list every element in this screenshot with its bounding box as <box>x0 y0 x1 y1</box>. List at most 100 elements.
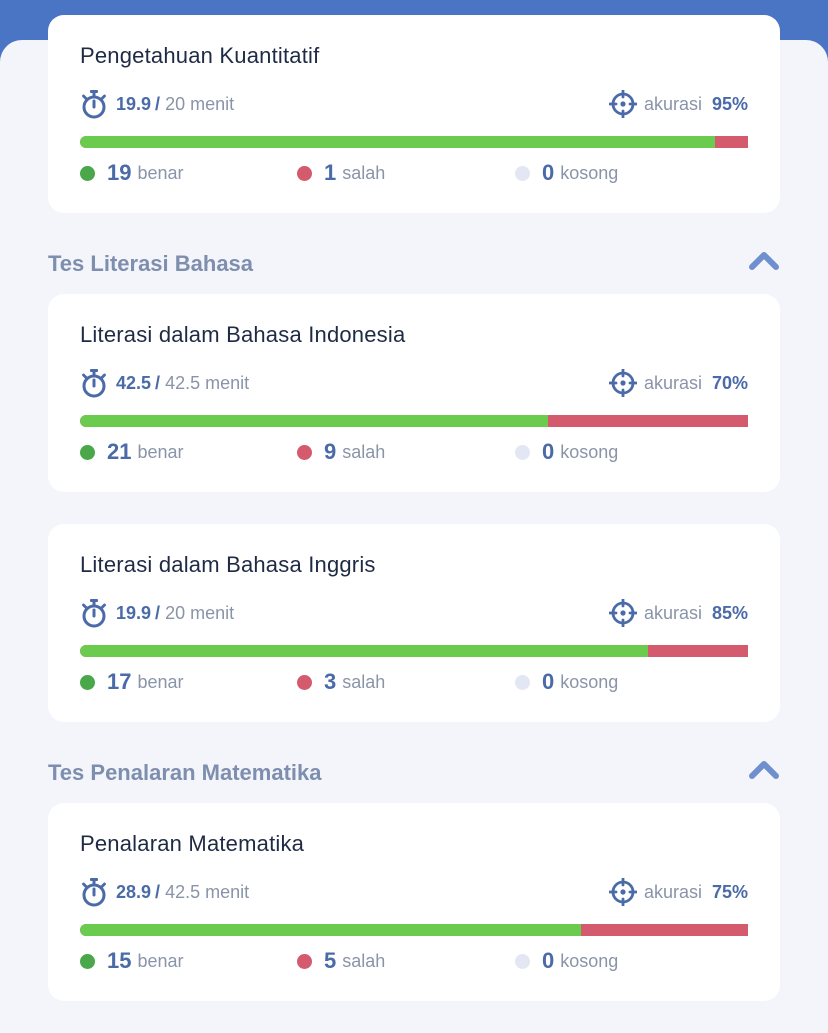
accuracy-value: 75% <box>711 881 748 902</box>
accuracy-label: akurasi <box>643 93 702 114</box>
time-used: 19.9 <box>116 602 152 623</box>
time-unit: menit <box>190 93 235 114</box>
accuracy-info: akurasi 95% <box>608 89 748 119</box>
wrong-dot-icon <box>297 165 312 181</box>
subtest-card-pengetahuan-kuantitatif[interactable]: Pengetahuan Kuantitatif 19.9 / 20 menit … <box>48 15 780 213</box>
wrong-count: 3 salah <box>297 669 385 695</box>
time-total: 20 <box>165 602 186 623</box>
correct-count: 15 benar <box>80 948 184 974</box>
time-separator: / <box>155 93 161 114</box>
correct-label: benar <box>137 441 184 462</box>
empty-label: kosong <box>560 671 619 692</box>
subtest-card-penalaran-matematika[interactable]: Penalaran Matematika 28.9 / 42.5 menit a… <box>48 803 780 1001</box>
section-header-penalaran-matematika[interactable]: Tes Penalaran Matematika <box>48 757 780 787</box>
subtest-card-literasi-indonesia[interactable]: Literasi dalam Bahasa Indonesia 42.5 / 4… <box>48 294 780 492</box>
wrong-number: 3 <box>324 669 337 694</box>
target-icon <box>608 599 637 627</box>
correct-bar-fill <box>80 924 581 936</box>
time-used: 19.9 <box>116 93 152 114</box>
correct-label: benar <box>137 162 184 183</box>
correct-bar-fill <box>80 136 715 148</box>
time-total: 20 <box>165 93 186 114</box>
correct-count: 21 benar <box>80 439 184 465</box>
time-info: 28.9 / 42.5 menit <box>80 877 249 907</box>
time-total: 42.5 <box>165 881 201 902</box>
empty-count: 0 kosong <box>515 160 618 186</box>
wrong-dot-icon <box>297 953 312 969</box>
correct-dot-icon <box>80 444 95 460</box>
correct-dot-icon <box>80 165 95 181</box>
empty-number: 0 <box>542 160 555 185</box>
time-unit: menit <box>190 602 235 623</box>
time-info: 19.9 / 20 menit <box>80 598 234 628</box>
target-icon <box>608 369 637 397</box>
correct-number: 21 <box>107 439 132 464</box>
wrong-label: salah <box>342 162 386 183</box>
time-info: 42.5 / 42.5 menit <box>80 368 249 398</box>
time-separator: / <box>155 602 161 623</box>
score-progress-bar <box>80 415 748 427</box>
accuracy-value: 70% <box>711 372 748 393</box>
score-progress-bar <box>80 136 748 148</box>
time-info: 19.9 / 20 menit <box>80 89 234 119</box>
time-unit: menit <box>205 881 250 902</box>
score-progress-bar <box>80 924 748 936</box>
card-title: Literasi dalam Bahasa Inggris <box>80 552 376 577</box>
stopwatch-icon <box>82 599 106 628</box>
wrong-count: 5 salah <box>297 948 385 974</box>
empty-count: 0 kosong <box>515 948 618 974</box>
target-icon <box>608 878 637 906</box>
empty-number: 0 <box>542 669 555 694</box>
chevron-up-icon[interactable] <box>748 248 780 274</box>
time-separator: / <box>155 372 161 393</box>
stopwatch-icon <box>82 90 106 119</box>
stopwatch-icon <box>82 878 106 907</box>
wrong-number: 1 <box>324 160 337 185</box>
wrong-label: salah <box>342 441 386 462</box>
empty-count: 0 kosong <box>515 669 618 695</box>
accuracy-label: akurasi <box>643 602 702 623</box>
correct-number: 19 <box>107 160 132 185</box>
correct-label: benar <box>137 950 184 971</box>
empty-dot-icon <box>515 444 530 460</box>
time-total: 42.5 <box>165 372 201 393</box>
correct-bar-fill <box>80 415 548 427</box>
correct-number: 17 <box>107 669 132 694</box>
accuracy-value: 95% <box>711 93 748 114</box>
empty-dot-icon <box>515 674 530 690</box>
subtest-card-literasi-inggris[interactable]: Literasi dalam Bahasa Inggris 19.9 / 20 … <box>48 524 780 722</box>
wrong-label: salah <box>342 671 386 692</box>
card-title: Pengetahuan Kuantitatif <box>80 43 320 68</box>
card-title: Penalaran Matematika <box>80 831 305 856</box>
time-used: 42.5 <box>116 372 152 393</box>
section-title: Tes Literasi Bahasa <box>48 251 254 276</box>
correct-bar-fill <box>80 645 648 657</box>
wrong-number: 9 <box>324 439 337 464</box>
wrong-dot-icon <box>297 444 312 460</box>
stopwatch-icon <box>82 369 106 398</box>
time-unit: menit <box>205 372 250 393</box>
accuracy-label: akurasi <box>643 881 702 902</box>
wrong-label: salah <box>342 950 386 971</box>
wrong-count: 1 salah <box>297 160 385 186</box>
chevron-up-icon[interactable] <box>748 757 780 783</box>
empty-dot-icon <box>515 165 530 181</box>
empty-label: kosong <box>560 441 619 462</box>
correct-dot-icon <box>80 674 95 690</box>
empty-number: 0 <box>542 439 555 464</box>
accuracy-value: 85% <box>711 602 748 623</box>
empty-number: 0 <box>542 948 555 973</box>
section-title: Tes Penalaran Matematika <box>48 760 322 785</box>
time-separator: / <box>155 881 161 902</box>
correct-dot-icon <box>80 953 95 969</box>
correct-count: 17 benar <box>80 669 184 695</box>
section-header-literasi-bahasa[interactable]: Tes Literasi Bahasa <box>48 248 780 278</box>
correct-number: 15 <box>107 948 132 973</box>
empty-label: kosong <box>560 162 619 183</box>
target-icon <box>608 90 637 118</box>
wrong-count: 9 salah <box>297 439 385 465</box>
empty-dot-icon <box>515 953 530 969</box>
correct-count: 19 benar <box>80 160 184 186</box>
wrong-dot-icon <box>297 674 312 690</box>
accuracy-info: akurasi 75% <box>608 877 748 907</box>
